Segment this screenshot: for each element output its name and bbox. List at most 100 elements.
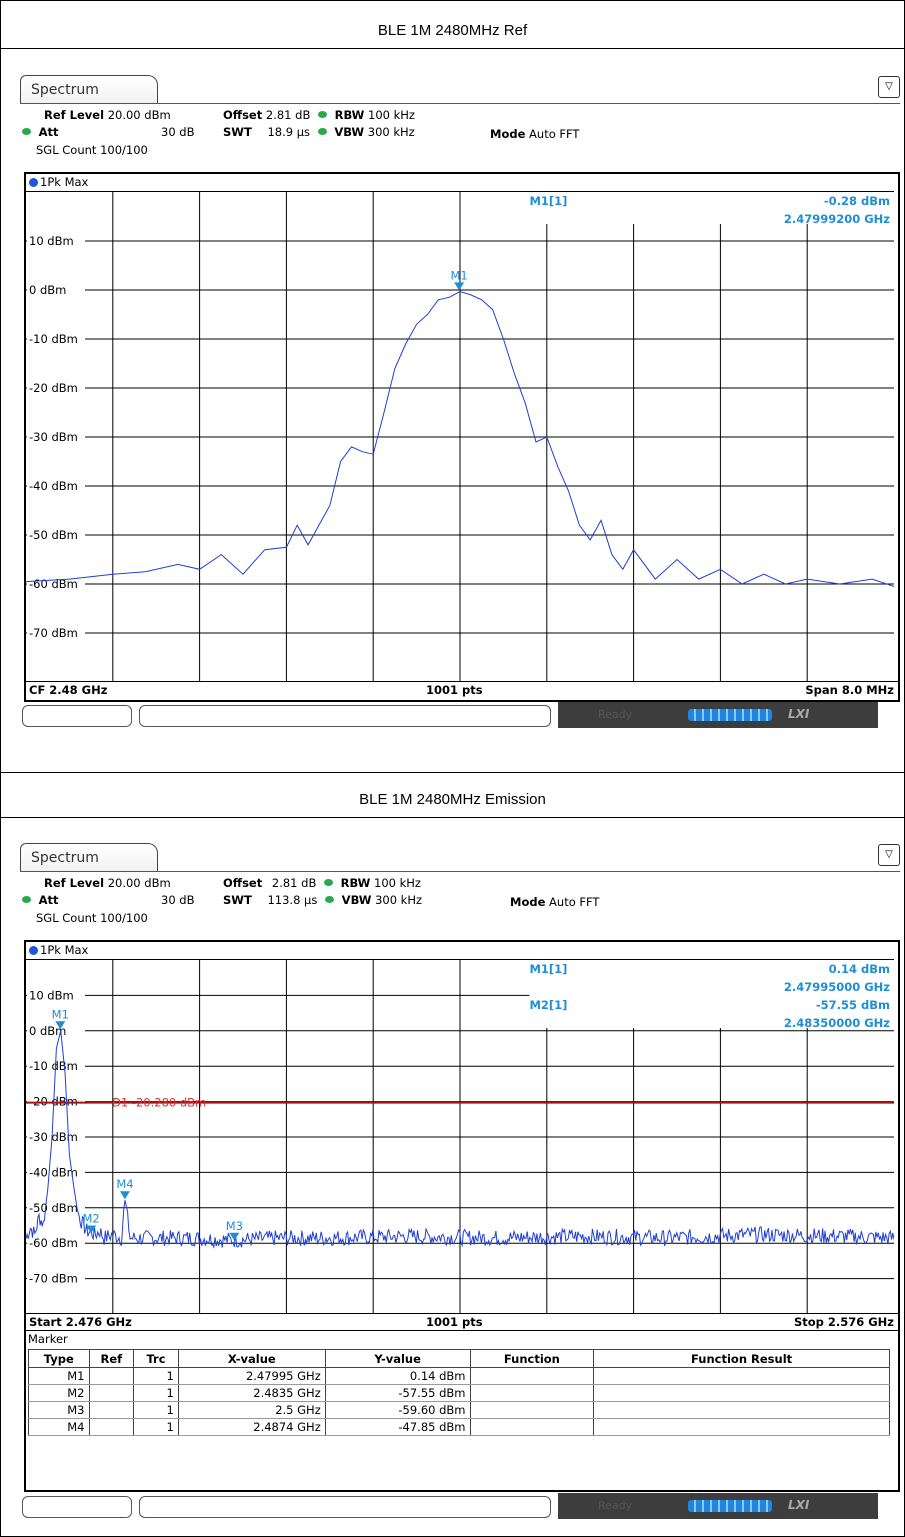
table-cell xyxy=(593,1418,890,1436)
tick-label-bg xyxy=(27,282,85,297)
table-cell: 0.14 dBm xyxy=(324,1367,471,1385)
ready-status: Ready xyxy=(598,1499,633,1512)
table-cell: -47.85 dBm xyxy=(324,1418,471,1436)
message-field[interactable] xyxy=(139,705,551,727)
trace-name: 1Pk Max xyxy=(40,175,89,189)
divider xyxy=(26,1330,898,1331)
tick-label-bg xyxy=(27,987,85,1003)
y-tick-label: -60 dBm xyxy=(29,1236,78,1250)
table-cell: 1 xyxy=(133,1401,179,1419)
offset-label: Offset xyxy=(223,876,263,890)
rbw-value: 100 kHz xyxy=(374,876,421,890)
settings-row-1: Ref Level 20.00 dBm xyxy=(44,108,171,122)
table-cell xyxy=(593,1367,890,1385)
marker-triangle-icon xyxy=(86,1225,97,1234)
y-tick-label: -70 dBm xyxy=(29,626,78,640)
tick-label-bg xyxy=(27,1164,85,1180)
sweep-count: SGL Count 100/100 xyxy=(36,911,148,925)
menu-icon[interactable]: ▽ xyxy=(878,76,900,98)
mode-setting: Mode Auto FFT xyxy=(490,127,579,141)
y-tick-label: 10 dBm xyxy=(29,234,74,248)
lxi-logo: LXI xyxy=(788,707,810,721)
table-row[interactable]: M1 1 2.47995 GHz 0.14 dBm xyxy=(28,1367,890,1385)
settings-row-2: Att xyxy=(22,893,59,907)
tick-label-bg xyxy=(27,429,85,444)
y-tick-label: -50 dBm xyxy=(29,528,78,542)
table-cell: 2.4835 GHz xyxy=(177,1384,326,1402)
tick-label-bg xyxy=(27,380,85,395)
tick-label-bg xyxy=(27,1199,85,1215)
trace-line xyxy=(26,1030,894,1249)
y-tick-label: -10 dBm xyxy=(29,1059,78,1073)
rbw-label: RBW xyxy=(334,108,365,122)
section-title: BLE 1M 2480MHz Emission xyxy=(359,791,546,808)
message-field[interactable] xyxy=(139,1496,551,1518)
table-cell xyxy=(469,1384,595,1402)
tab-underline xyxy=(20,871,900,872)
swt-setting: SWT 113.8 µs VBW 300 kHz xyxy=(223,893,422,907)
marker-table-header-cell: Function xyxy=(469,1349,595,1368)
marker-table-header-cell: Trc xyxy=(133,1349,179,1368)
bottom-status-strip: Ready LXI xyxy=(18,1493,902,1519)
diagram-1: 1Pk Max 10 dBm 0 dBm -10 dBm -20 dBm -30 dBm… xyxy=(24,172,900,702)
vbw-label: VBW xyxy=(334,125,365,139)
table-row[interactable]: M2 1 2.4835 GHz -57.55 dBm xyxy=(28,1384,890,1402)
tab-spectrum[interactable]: Spectrum xyxy=(20,75,158,103)
att-value: 30 dB xyxy=(161,125,195,139)
y-tick-label: -40 dBm xyxy=(29,1165,78,1179)
table-cell: 2.5 GHz xyxy=(177,1401,326,1419)
ready-status: Ready xyxy=(598,708,633,721)
coupled-indicator-icon xyxy=(22,128,31,135)
mode-value: Auto FFT xyxy=(529,127,580,141)
tick-label-bg xyxy=(27,576,85,591)
center-frequency: CF 2.48 GHz xyxy=(29,683,108,697)
trace-label: 1Pk Max xyxy=(26,174,88,191)
table-cell: -59.60 dBm xyxy=(324,1401,471,1419)
marker-readout-frequency: 2.48350000 GHz xyxy=(784,1016,890,1030)
marker-readout-frequency: 2.47995000 GHz xyxy=(784,980,890,994)
marker-label: M3 xyxy=(226,1219,243,1233)
spectrum-screen-ref: Spectrum ▽ Ref Level 20.00 dBm Offset 2.… xyxy=(18,70,902,740)
table-row[interactable]: M4 1 2.4874 GHz -47.85 dBm xyxy=(28,1418,890,1436)
y-tick-label: -70 dBm xyxy=(29,1272,78,1286)
att-value: 30 dB xyxy=(161,893,195,907)
marker-readout-name: M2[1] xyxy=(529,998,567,1012)
vbw-value: 300 kHz xyxy=(367,125,415,139)
ref-level-label: Ref Level xyxy=(44,876,105,890)
y-tick-label: -30 dBm xyxy=(29,1130,78,1144)
offset-setting: Offset 2.81 dB RBW 100 kHz xyxy=(223,876,421,890)
marker-label: M2 xyxy=(82,1212,99,1226)
tick-label-bg xyxy=(27,1129,85,1144)
tab-underline xyxy=(20,103,900,104)
marker-label: M4 xyxy=(116,1177,133,1191)
y-tick-label: 0 dBm xyxy=(29,1024,66,1038)
tab-spectrum[interactable]: Spectrum xyxy=(20,843,158,871)
menu-icon[interactable]: ▽ xyxy=(878,844,900,866)
y-tick-label: 10 dBm xyxy=(29,988,74,1002)
trace-label: 1Pk Max xyxy=(26,942,88,959)
marker-label: M1 xyxy=(52,1007,69,1021)
marker-table-header: Type Ref Trc X-value Y-value Function Function… xyxy=(28,1349,890,1368)
ref-level-label: Ref Level xyxy=(44,108,105,122)
swt-label: SWT xyxy=(223,893,252,907)
swt-value: 18.9 µs xyxy=(267,125,311,139)
status-bar: Start 2.476 GHz 1001 pts Stop 2.576 GHz xyxy=(26,1313,898,1331)
tick-label-bg xyxy=(27,233,85,248)
marker-readout-level: 0.14 dBm xyxy=(829,962,890,976)
span: Span 8.0 MHz xyxy=(805,683,894,697)
y-tick-label: -50 dBm xyxy=(29,1201,78,1215)
offset-value: 2.81 dB xyxy=(265,108,311,122)
input-field-left[interactable] xyxy=(22,705,132,727)
status-bar: CF 2.48 GHz 1001 pts Span 8.0 MHz xyxy=(26,681,898,699)
table-cell: M3 xyxy=(28,1401,90,1419)
input-field-left[interactable] xyxy=(22,1496,132,1518)
sweep-points: 1001 pts xyxy=(426,683,483,697)
tick-label-bg xyxy=(27,331,85,346)
table-row[interactable]: M3 1 2.5 GHz -59.60 dBm xyxy=(28,1401,890,1419)
table-cell: 2.47995 GHz xyxy=(177,1367,326,1385)
vbw-value: 300 kHz xyxy=(375,893,423,907)
table-cell xyxy=(469,1401,595,1419)
